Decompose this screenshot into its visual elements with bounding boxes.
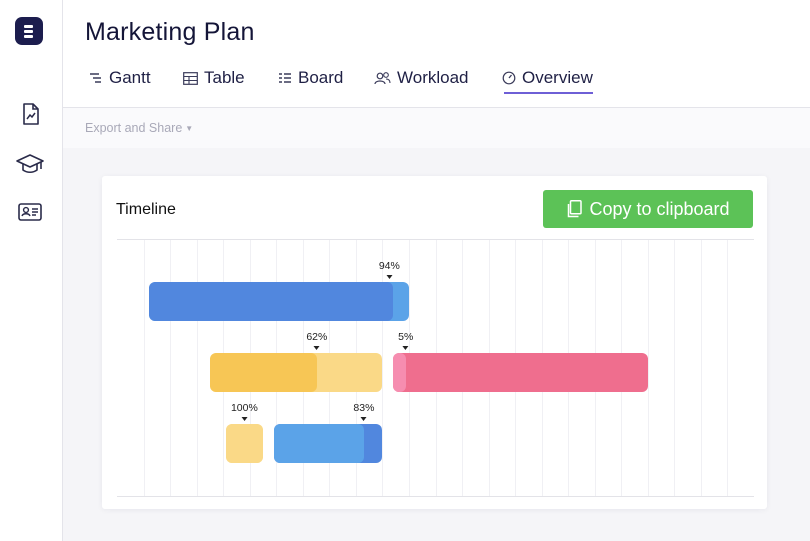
export-label: Export and Share [85,121,183,135]
grid-line [727,240,729,496]
bar-progress [393,353,406,392]
progress-marker-icon [360,417,367,421]
progress-label-text: 5% [398,331,414,343]
app-logo[interactable] [15,17,43,45]
progress-label: 5% [398,331,413,350]
document-chart-icon[interactable] [17,101,43,127]
page-header: Marketing Plan Gantt Table Board Workloa… [63,0,810,108]
timeline-title: Timeline [116,201,176,218]
copy-label: Copy to clipboard [589,198,730,219]
tab-workload[interactable]: Workload [374,64,469,92]
tab-label: Workload [397,68,469,87]
grid-line [647,240,649,496]
bar-progress [225,424,263,463]
tab-gantt[interactable]: Gantt [89,64,151,92]
timeline-bar[interactable] [273,424,383,463]
timeline-bar[interactable] [393,353,648,392]
export-share-dropdown[interactable]: Export and Share ▼ [85,121,193,135]
tab-overview[interactable]: Overview [502,64,593,94]
tab-label: Gantt [109,68,151,87]
tab-table[interactable]: Table [183,64,245,92]
copy-to-clipboard-button[interactable]: Copy to clipboard [543,190,753,228]
timeline-bar[interactable] [225,424,263,463]
progress-label: 100% [231,402,258,421]
progress-label-text: 100% [230,402,258,414]
page-title: Marketing Plan [85,18,255,46]
grid-line [143,240,145,496]
progress-label-text: 62% [306,331,328,343]
progress-marker-icon [241,417,248,421]
bar-progress [148,282,394,321]
progress-marker-icon [313,346,320,350]
progress-label-text: 83% [353,402,375,414]
copy-icon [568,200,583,218]
chevron-down-icon: ▼ [185,124,194,133]
contact-card-icon[interactable] [17,199,43,225]
progress-label-text: 94% [378,260,400,272]
tab-label: Board [298,68,344,87]
progress-label: 94% [379,260,400,279]
grid-line [196,240,198,496]
grid-line [170,240,172,496]
progress-marker-icon [386,275,393,279]
timeline-chart: 94% 62% 5% 100% 83% [117,239,754,497]
board-icon [279,72,291,83]
progress-label: 62% [306,331,327,350]
bar-progress [209,353,317,392]
grid-line [700,240,702,496]
grid-line [382,240,384,496]
timeline-bar[interactable] [148,282,409,321]
tab-label: Table [204,68,245,87]
progress-marker-icon [402,346,409,350]
table-icon [183,71,198,85]
progress-label: 83% [353,402,374,421]
workload-icon [374,72,391,85]
overview-icon [502,71,516,85]
grid-line [674,240,676,496]
sidebar [0,0,63,541]
timeline-card: Timeline Copy to clipboard 94% 62% 5% 100% 8… [102,176,767,509]
gantt-icon [90,73,101,83]
graduation-cap-icon[interactable] [15,151,45,177]
timeline-bar[interactable] [209,353,383,392]
tab-board[interactable]: Board [278,64,343,92]
toolbar: Export and Share ▼ [63,108,810,148]
tab-label: Overview [522,68,593,87]
bar-progress [273,424,364,463]
